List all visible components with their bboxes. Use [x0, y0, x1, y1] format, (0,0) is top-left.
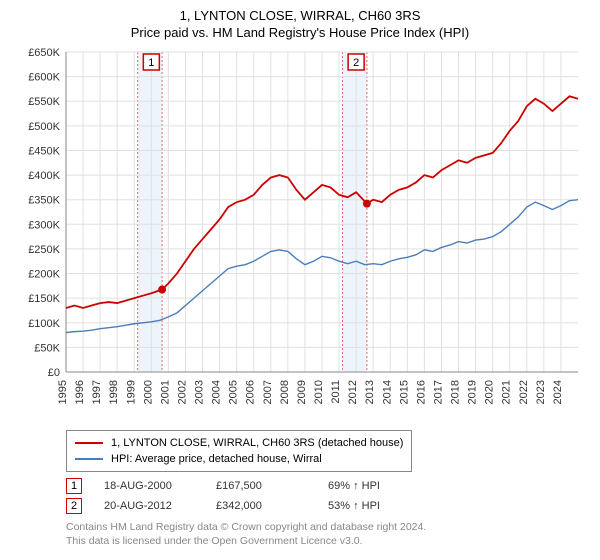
svg-text:2004: 2004: [211, 380, 223, 404]
svg-text:£350K: £350K: [28, 195, 60, 207]
svg-text:£650K: £650K: [28, 47, 60, 59]
svg-text:£100K: £100K: [28, 318, 60, 330]
chart-container: 1, LYNTON CLOSE, WIRRAL, CH60 3RS Price …: [0, 0, 600, 554]
svg-text:2010: 2010: [313, 380, 325, 404]
chart-plot: £0 £50K £100K £150K £200K £250K £300K £350K £400…: [14, 44, 586, 424]
svg-text:2009: 2009: [296, 380, 308, 404]
svg-text:1996: 1996: [74, 380, 86, 404]
svg-text:1999: 1999: [125, 380, 137, 404]
svg-text:£250K: £250K: [28, 244, 60, 256]
svg-text:2000: 2000: [142, 380, 154, 404]
legend-swatch: [75, 442, 103, 444]
event-badge: 1: [66, 478, 82, 494]
event-price: £342,000: [216, 496, 306, 516]
svg-text:2022: 2022: [518, 380, 530, 404]
svg-text:2019: 2019: [467, 380, 479, 404]
svg-text:2001: 2001: [159, 380, 171, 404]
svg-text:2008: 2008: [279, 380, 291, 404]
svg-text:2020: 2020: [484, 380, 496, 404]
chart-subtitle: Price paid vs. HM Land Registry's House …: [14, 25, 586, 40]
svg-text:£600K: £600K: [28, 72, 60, 84]
svg-text:2002: 2002: [176, 380, 188, 404]
svg-text:1: 1: [148, 57, 154, 69]
svg-text:1995: 1995: [57, 380, 69, 404]
svg-text:2006: 2006: [245, 380, 257, 404]
event-badge: 2: [66, 498, 82, 514]
svg-text:2014: 2014: [381, 380, 393, 404]
svg-text:£300K: £300K: [28, 219, 60, 231]
svg-text:£0: £0: [48, 367, 60, 379]
svg-text:£150K: £150K: [28, 293, 60, 305]
svg-text:1997: 1997: [91, 380, 103, 404]
svg-text:2023: 2023: [535, 380, 547, 404]
footer: Contains HM Land Registry data © Crown c…: [66, 520, 586, 548]
svg-text:2013: 2013: [364, 380, 376, 404]
svg-text:2021: 2021: [501, 380, 513, 404]
svg-text:2016: 2016: [415, 380, 427, 404]
legend-label: 1, LYNTON CLOSE, WIRRAL, CH60 3RS (detac…: [111, 435, 403, 451]
svg-text:2011: 2011: [330, 380, 342, 404]
svg-text:2007: 2007: [262, 380, 274, 404]
svg-text:1998: 1998: [108, 380, 120, 404]
svg-text:2012: 2012: [347, 380, 359, 404]
svg-text:2: 2: [353, 57, 359, 69]
chart-title: 1, LYNTON CLOSE, WIRRAL, CH60 3RS: [14, 8, 586, 23]
event-row: 2 20-AUG-2012 £342,000 53% ↑ HPI: [66, 496, 586, 516]
svg-text:2018: 2018: [450, 380, 462, 404]
legend-label: HPI: Average price, detached house, Wirr…: [111, 451, 322, 467]
svg-text:2017: 2017: [432, 380, 444, 404]
event-delta: 69% ↑ HPI: [328, 476, 380, 496]
event-delta: 53% ↑ HPI: [328, 496, 380, 516]
svg-text:£450K: £450K: [28, 145, 60, 157]
event-date: 18-AUG-2000: [104, 476, 194, 496]
legend-row: HPI: Average price, detached house, Wirr…: [75, 451, 403, 467]
svg-text:2003: 2003: [194, 380, 206, 404]
event-date: 20-AUG-2012: [104, 496, 194, 516]
svg-text:2024: 2024: [552, 380, 564, 404]
footer-line: This data is licensed under the Open Gov…: [66, 534, 586, 548]
svg-text:£500K: £500K: [28, 121, 60, 133]
svg-text:2015: 2015: [398, 380, 410, 404]
legend-swatch: [75, 458, 103, 460]
svg-text:2005: 2005: [228, 380, 240, 404]
svg-text:£400K: £400K: [28, 170, 60, 182]
events-list: 1 18-AUG-2000 £167,500 69% ↑ HPI 2 20-AU…: [66, 476, 586, 516]
event-row: 1 18-AUG-2000 £167,500 69% ↑ HPI: [66, 476, 586, 496]
svg-text:£50K: £50K: [34, 342, 60, 354]
legend-row: 1, LYNTON CLOSE, WIRRAL, CH60 3RS (detac…: [75, 435, 403, 451]
svg-text:£550K: £550K: [28, 96, 60, 108]
legend: 1, LYNTON CLOSE, WIRRAL, CH60 3RS (detac…: [66, 430, 412, 472]
event-price: £167,500: [216, 476, 306, 496]
svg-text:£200K: £200K: [28, 269, 60, 281]
footer-line: Contains HM Land Registry data © Crown c…: [66, 520, 586, 534]
